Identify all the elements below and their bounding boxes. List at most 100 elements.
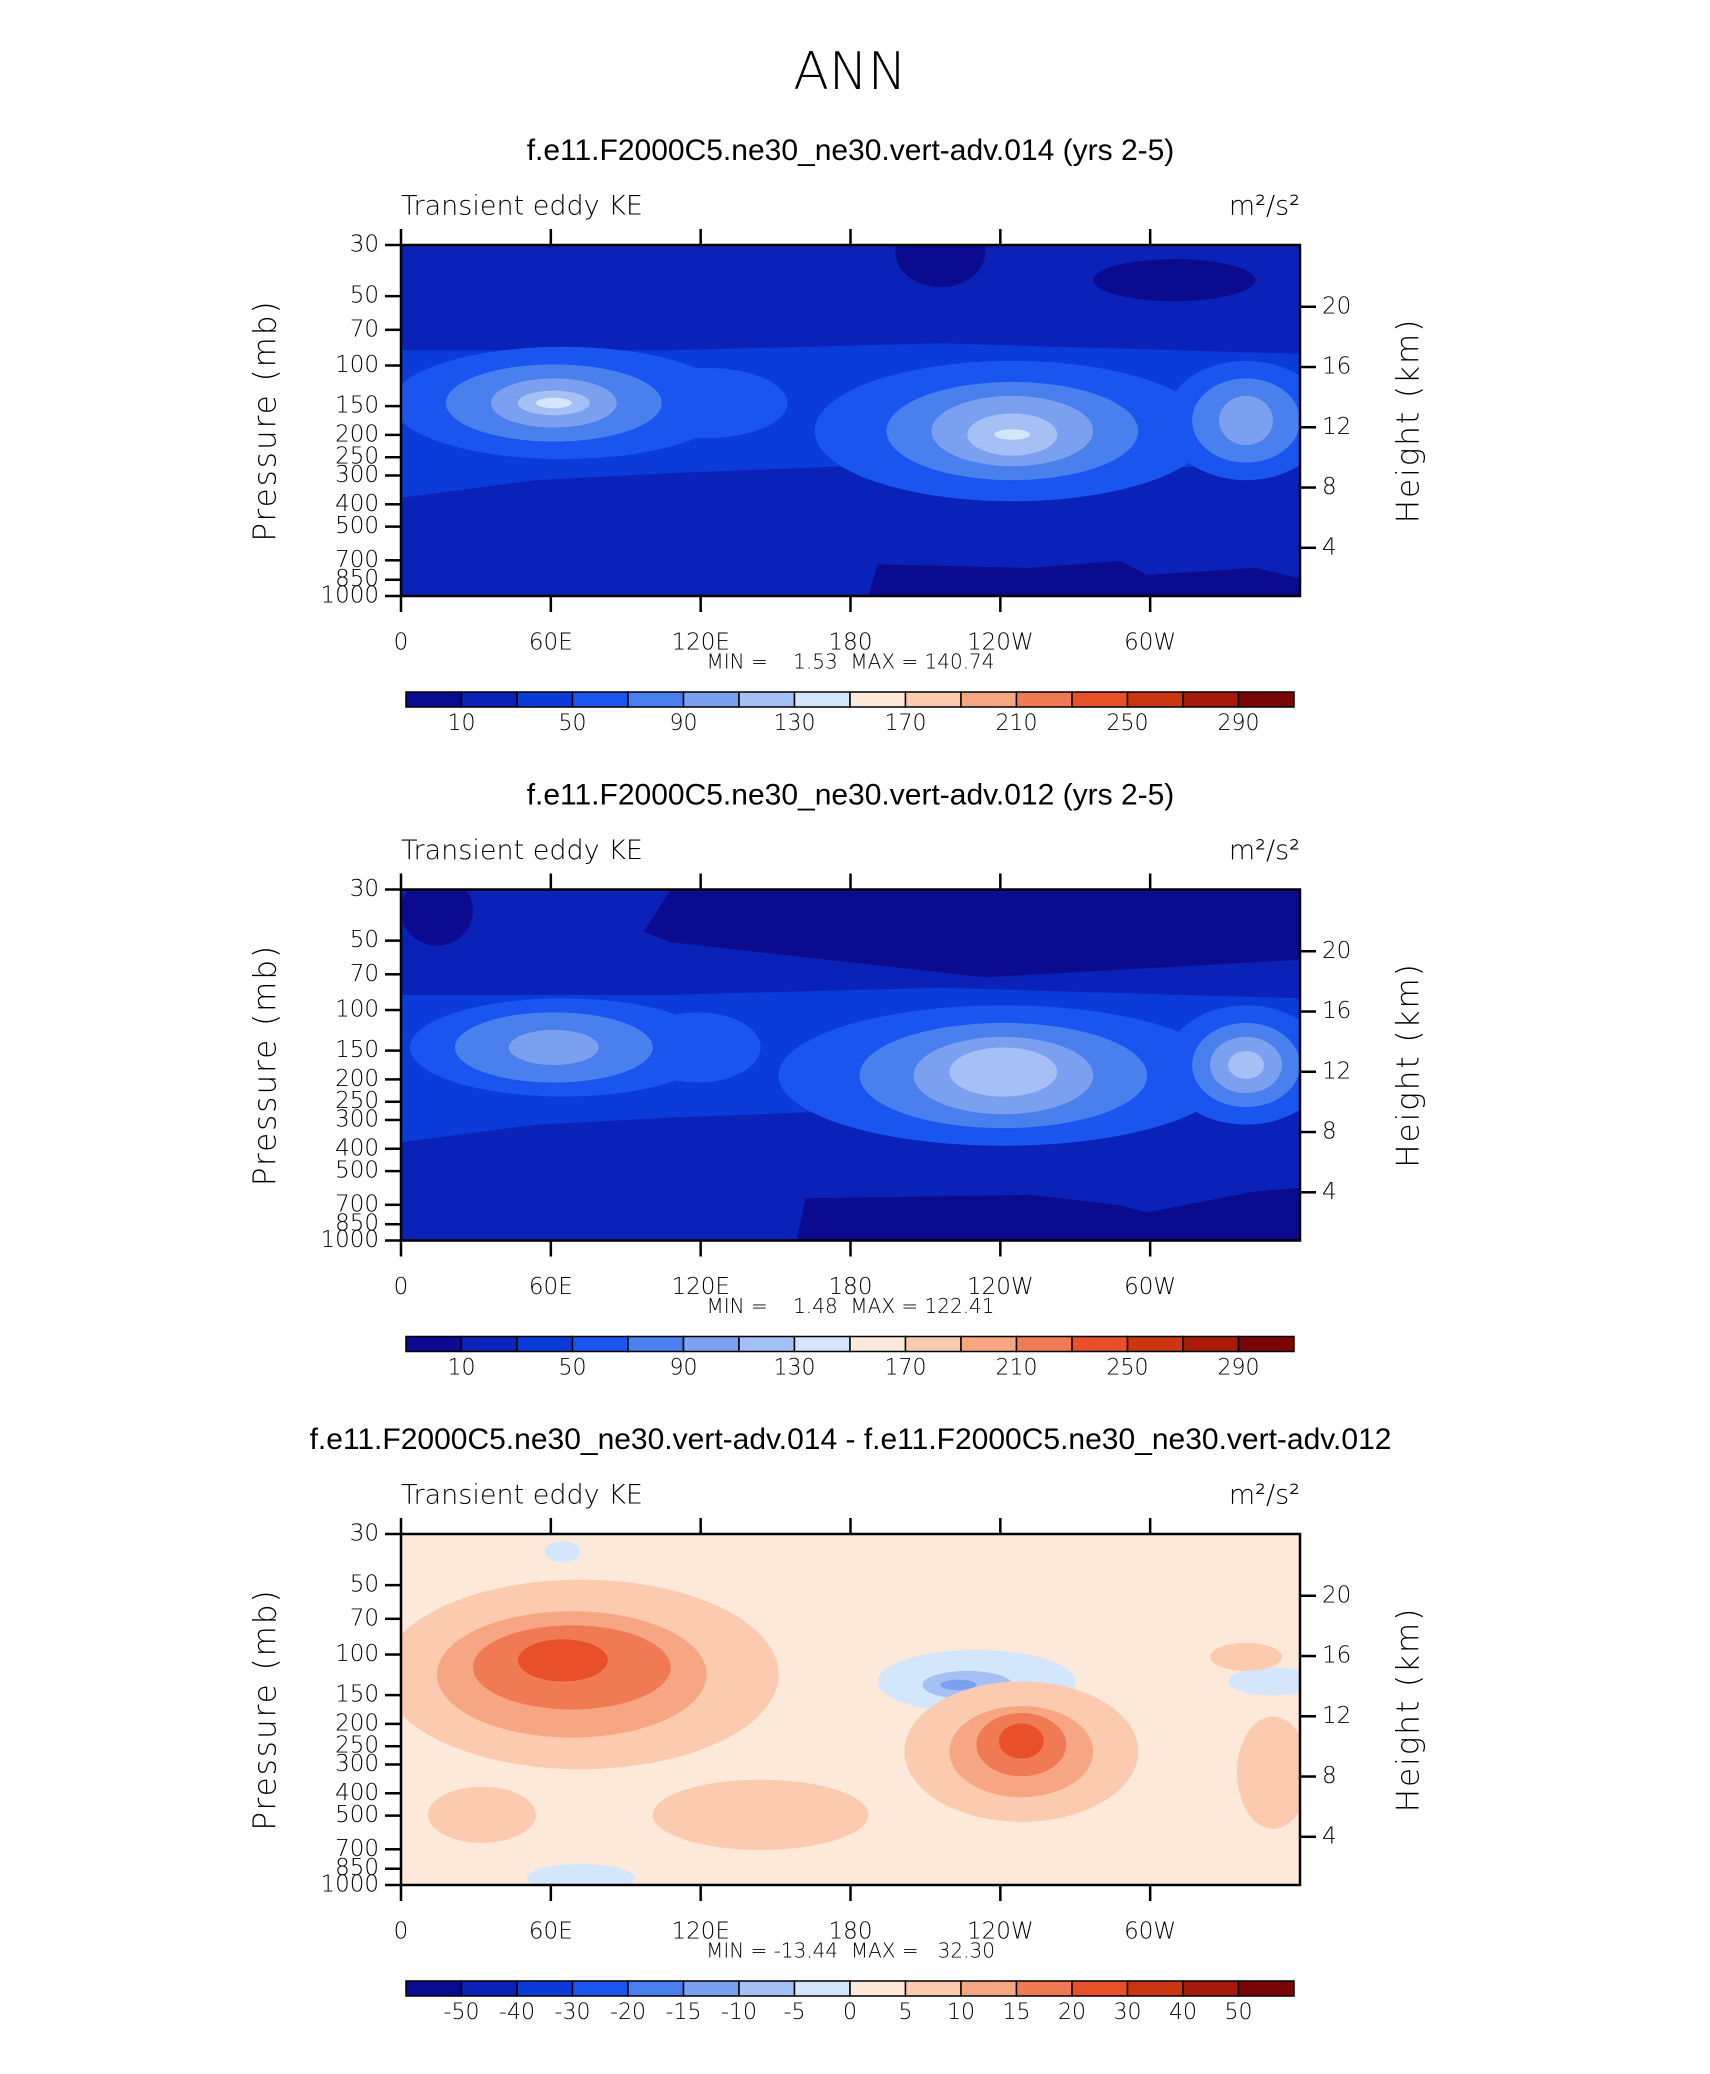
colorbar-box — [460, 691, 518, 708]
colorbar-box — [960, 691, 1018, 708]
colorbar-box — [793, 691, 851, 708]
x-tick-label: 60E — [529, 1919, 573, 1945]
colorbar-box — [1071, 691, 1129, 708]
colorbar-box — [405, 691, 463, 708]
y-axis-label: Pressure (mb) — [248, 944, 284, 1186]
y2-tick-label: 20 — [1322, 938, 1351, 964]
colorbar-label: 210 — [996, 1356, 1038, 1381]
y-tick-label: 100 — [335, 1641, 379, 1667]
colorbar-box — [1015, 1980, 1073, 1997]
variable-label: Transient eddy KE — [401, 1480, 643, 1511]
colorbar-box — [627, 1335, 685, 1353]
colorbar-label: 50 — [1225, 2000, 1253, 2025]
colorbar-label: 30 — [1114, 2000, 1142, 2025]
y-tick-label: 250 — [335, 444, 379, 470]
y-tick-label: 200 — [335, 1710, 379, 1736]
colorbar-box — [904, 1980, 962, 1997]
y-tick-label: 850 — [335, 1855, 379, 1881]
y2-tick-label: 12 — [1322, 414, 1351, 440]
y-tick-label: 700 — [335, 547, 379, 573]
colorbar-label: 0 — [843, 2000, 857, 2025]
colorbar-label: -40 — [499, 2000, 535, 2025]
y2-axis-label: Height (km) — [1391, 318, 1427, 524]
y2-tick-label: 16 — [1322, 1643, 1351, 1669]
panel-title: f.e11.F2000C5.ne30_ne30.vert-adv.014 - f… — [310, 1423, 1392, 1456]
y-tick-label: 300 — [335, 1751, 379, 1777]
y-tick-label: 400 — [335, 1780, 379, 1806]
contour-region — [517, 1639, 608, 1682]
contour-region — [796, 1187, 1300, 1241]
contour-region — [544, 1541, 581, 1563]
colorbar-label: 170 — [885, 711, 927, 736]
colorbar-box — [682, 691, 740, 708]
contour-field — [401, 889, 1300, 1241]
colorbar-box — [793, 1335, 851, 1353]
colorbar-box — [571, 691, 629, 708]
colorbar-label: 250 — [1107, 1356, 1149, 1381]
panel-title: f.e11.F2000C5.ne30_ne30.vert-adv.012 (yr… — [527, 778, 1175, 811]
contour-region — [994, 429, 1031, 440]
y2-tick-label: 16 — [1322, 998, 1351, 1024]
colorbar-box — [627, 691, 685, 708]
colorbar-box — [738, 691, 796, 708]
colorbar-label: 170 — [885, 1356, 927, 1381]
x-tick-label: 120W — [967, 1274, 1034, 1300]
y-tick-label: 400 — [335, 491, 379, 517]
contour-region — [508, 1029, 599, 1065]
colorbar-box — [460, 1980, 518, 1997]
panel-title: f.e11.F2000C5.ne30_ne30.vert-adv.014 (yr… — [527, 134, 1175, 167]
colorbar-box — [627, 1980, 685, 1997]
colorbar-label: 15 — [1003, 2000, 1031, 2025]
contour-region — [1093, 259, 1256, 302]
y-tick-label: 1000 — [320, 583, 379, 609]
contour-region — [868, 560, 1300, 596]
y2-tick-label: 4 — [1322, 1179, 1337, 1205]
y-tick-label: 50 — [350, 927, 379, 953]
y-tick-label: 500 — [335, 1802, 379, 1828]
contour-region — [949, 1047, 1058, 1097]
y2-tick-label: 8 — [1322, 1119, 1337, 1145]
y2-tick-label: 4 — [1322, 1823, 1337, 1849]
y-tick-label: 500 — [335, 1158, 379, 1184]
y-tick-label: 30 — [350, 1521, 379, 1547]
colorbar-label: -50 — [444, 2000, 480, 2025]
y2-tick-label: 8 — [1322, 1763, 1337, 1789]
y-tick-label: 100 — [335, 997, 379, 1023]
colorbar-label: -5 — [784, 2000, 806, 2025]
contour-field — [401, 1534, 1300, 1885]
colorbar-box — [793, 1980, 851, 1997]
y-tick-label: 200 — [335, 421, 379, 447]
x-tick-label: 0 — [394, 1274, 409, 1300]
colorbar-box — [1126, 1980, 1184, 1997]
contour-region — [634, 1012, 761, 1083]
colorbar-label: 130 — [774, 1356, 816, 1381]
contour-region — [895, 245, 986, 288]
colorbar-box — [405, 1980, 463, 1997]
x-tick-label: 0 — [394, 630, 409, 656]
y-tick-label: 850 — [335, 566, 379, 592]
min-max-stats: MIN = 1.48 MAX = 122.41 — [707, 1294, 995, 1318]
figure-title: ANN — [793, 42, 906, 102]
colorbar-label: 5 — [899, 2000, 913, 2025]
colorbar-box — [1237, 1335, 1295, 1353]
colorbar-box — [1126, 691, 1184, 708]
y-tick-label: 400 — [335, 1135, 379, 1161]
colorbar-box — [1015, 691, 1073, 708]
colorbar-box — [516, 691, 574, 708]
units-label: m²/s² — [1229, 191, 1300, 222]
colorbar-label: 210 — [996, 711, 1038, 736]
y-tick-label: 700 — [335, 1191, 379, 1217]
x-tick-label: 0 — [394, 1919, 409, 1945]
x-tick-label: 60W — [1124, 630, 1176, 656]
x-tick-label: 180 — [829, 1274, 873, 1300]
contour-region — [998, 1723, 1044, 1759]
colorbar-label: 40 — [1169, 2000, 1197, 2025]
units-label: m²/s² — [1229, 835, 1300, 866]
variable-label: Transient eddy KE — [401, 835, 643, 866]
y-tick-label: 150 — [335, 1682, 379, 1708]
x-tick-label: 120E — [671, 1274, 729, 1300]
y-tick-label: 850 — [335, 1211, 379, 1237]
contour-region — [652, 1779, 869, 1850]
colorbar-box — [1071, 1335, 1129, 1353]
y2-tick-label: 20 — [1322, 293, 1351, 319]
